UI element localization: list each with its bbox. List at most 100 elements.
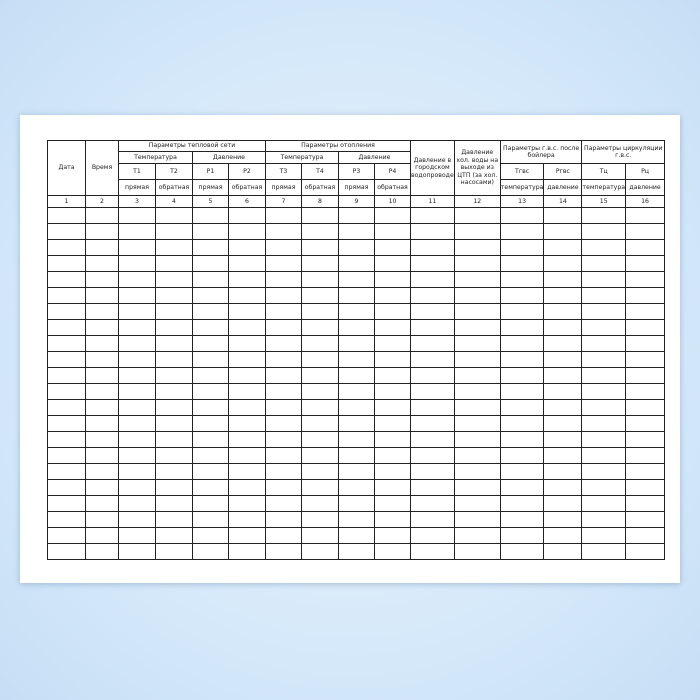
table-cell[interactable] — [625, 431, 666, 448]
table-cell[interactable] — [265, 271, 302, 288]
table-cell[interactable] — [410, 319, 455, 336]
table-cell[interactable] — [228, 351, 266, 368]
table-cell[interactable] — [265, 543, 302, 560]
table-cell[interactable] — [265, 239, 302, 256]
table-cell[interactable] — [47, 447, 86, 464]
table-cell[interactable] — [155, 447, 193, 464]
table-cell[interactable] — [118, 463, 156, 480]
table-cell[interactable] — [301, 239, 339, 256]
table-cell[interactable] — [301, 223, 339, 240]
table-cell[interactable] — [625, 399, 666, 416]
table-cell[interactable] — [581, 287, 627, 304]
table-cell[interactable] — [374, 271, 411, 288]
table-cell[interactable] — [192, 319, 229, 336]
table-cell[interactable] — [301, 527, 339, 544]
table-cell[interactable] — [453, 287, 501, 304]
table-cell[interactable] — [192, 271, 229, 288]
table-cell[interactable] — [499, 367, 545, 384]
table-cell[interactable] — [499, 207, 545, 224]
table-cell[interactable] — [410, 399, 455, 416]
table-cell[interactable] — [265, 255, 302, 272]
table-cell[interactable] — [85, 415, 119, 432]
table-cell[interactable] — [301, 271, 339, 288]
table-cell[interactable] — [410, 223, 455, 240]
table-cell[interactable] — [47, 303, 86, 320]
table-cell[interactable] — [543, 255, 583, 272]
table-cell[interactable] — [301, 319, 339, 336]
table-cell[interactable] — [85, 543, 119, 560]
table-cell[interactable] — [47, 479, 86, 496]
table-cell[interactable] — [581, 399, 627, 416]
table-cell[interactable] — [499, 527, 545, 544]
table-cell[interactable] — [265, 447, 302, 464]
table-cell[interactable] — [118, 271, 156, 288]
table-cell[interactable] — [410, 463, 455, 480]
table-cell[interactable] — [625, 319, 666, 336]
table-cell[interactable] — [155, 239, 193, 256]
table-cell[interactable] — [581, 239, 627, 256]
table-cell[interactable] — [47, 383, 86, 400]
table-cell[interactable] — [410, 495, 455, 512]
table-cell[interactable] — [47, 351, 86, 368]
table-cell[interactable] — [543, 223, 583, 240]
table-cell[interactable] — [192, 239, 229, 256]
table-cell[interactable] — [228, 319, 266, 336]
table-cell[interactable] — [192, 287, 229, 304]
table-cell[interactable] — [453, 255, 501, 272]
table-cell[interactable] — [543, 319, 583, 336]
table-cell[interactable] — [47, 511, 86, 528]
table-cell[interactable] — [47, 399, 86, 416]
table-cell[interactable] — [228, 367, 266, 384]
table-cell[interactable] — [85, 255, 119, 272]
table-cell[interactable] — [228, 255, 266, 272]
table-cell[interactable] — [410, 271, 455, 288]
table-cell[interactable] — [118, 383, 156, 400]
table-cell[interactable] — [228, 223, 266, 240]
table-cell[interactable] — [453, 431, 501, 448]
table-cell[interactable] — [265, 319, 302, 336]
table-cell[interactable] — [192, 207, 229, 224]
table-cell[interactable] — [228, 463, 266, 480]
table-cell[interactable] — [453, 239, 501, 256]
table-cell[interactable] — [47, 239, 86, 256]
table-cell[interactable] — [581, 303, 627, 320]
table-cell[interactable] — [301, 335, 339, 352]
table-cell[interactable] — [155, 255, 193, 272]
table-cell[interactable] — [47, 495, 86, 512]
table-cell[interactable] — [543, 351, 583, 368]
table-cell[interactable] — [499, 223, 545, 240]
table-cell[interactable] — [338, 527, 375, 544]
table-cell[interactable] — [453, 527, 501, 544]
table-cell[interactable] — [228, 447, 266, 464]
table-cell[interactable] — [543, 447, 583, 464]
table-cell[interactable] — [118, 447, 156, 464]
table-cell[interactable] — [499, 495, 545, 512]
table-cell[interactable] — [581, 383, 627, 400]
table-cell[interactable] — [155, 207, 193, 224]
table-cell[interactable] — [625, 511, 666, 528]
table-cell[interactable] — [118, 479, 156, 496]
table-cell[interactable] — [265, 495, 302, 512]
table-cell[interactable] — [118, 495, 156, 512]
table-cell[interactable] — [118, 223, 156, 240]
table-cell[interactable] — [301, 207, 339, 224]
table-cell[interactable] — [228, 383, 266, 400]
table-cell[interactable] — [155, 223, 193, 240]
table-cell[interactable] — [410, 511, 455, 528]
table-cell[interactable] — [265, 303, 302, 320]
table-cell[interactable] — [338, 303, 375, 320]
table-cell[interactable] — [47, 207, 86, 224]
table-cell[interactable] — [265, 207, 302, 224]
table-cell[interactable] — [374, 447, 411, 464]
table-cell[interactable] — [581, 527, 627, 544]
table-cell[interactable] — [499, 463, 545, 480]
table-cell[interactable] — [581, 479, 627, 496]
table-cell[interactable] — [625, 527, 666, 544]
table-cell[interactable] — [118, 287, 156, 304]
table-cell[interactable] — [543, 287, 583, 304]
table-cell[interactable] — [543, 367, 583, 384]
table-cell[interactable] — [47, 287, 86, 304]
table-cell[interactable] — [581, 367, 627, 384]
table-cell[interactable] — [228, 303, 266, 320]
table-cell[interactable] — [155, 383, 193, 400]
